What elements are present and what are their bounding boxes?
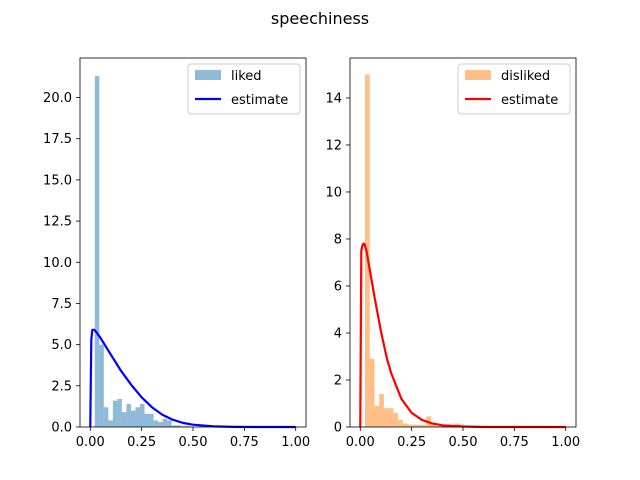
legend-label-estimate: estimate bbox=[231, 93, 288, 108]
histogram-bar bbox=[99, 344, 104, 427]
legend-label-histogram: liked bbox=[231, 69, 262, 84]
histogram-bar bbox=[126, 403, 131, 427]
x-tick-label: 0.75 bbox=[500, 435, 529, 450]
histogram-bar bbox=[431, 424, 436, 427]
x-tick-label: 1.00 bbox=[281, 435, 310, 450]
x-tick-label: 0.00 bbox=[76, 435, 105, 450]
y-tick-label: 6 bbox=[334, 279, 342, 294]
y-tick-label: 4 bbox=[334, 326, 342, 341]
y-tick-label: 15.0 bbox=[43, 173, 72, 188]
x-tick-label: 0.50 bbox=[449, 435, 478, 450]
y-tick-label: 10 bbox=[325, 185, 342, 200]
histogram-bar bbox=[412, 424, 417, 427]
histogram-bar bbox=[388, 408, 394, 427]
histogram-bar bbox=[162, 418, 168, 427]
histogram-bar bbox=[398, 419, 403, 427]
histogram-bar bbox=[185, 426, 190, 427]
y-tick-label: 12.5 bbox=[43, 215, 72, 230]
histogram-bar bbox=[94, 76, 100, 427]
x-tick-label: 1.00 bbox=[551, 435, 580, 450]
y-tick-label: 14 bbox=[325, 91, 342, 106]
y-tick-label: 17.5 bbox=[43, 132, 72, 147]
histogram-bar bbox=[402, 423, 408, 427]
legend: disliked estimate bbox=[457, 63, 571, 115]
histogram-bar bbox=[171, 425, 177, 427]
y-tick-label: 0 bbox=[334, 421, 342, 436]
y-tick-label: 20.0 bbox=[43, 91, 72, 106]
y-tick-label: 7.5 bbox=[51, 297, 72, 312]
x-tick-label: 0.00 bbox=[346, 435, 375, 450]
y-tick-label: 0.0 bbox=[51, 421, 72, 436]
histogram-bar bbox=[180, 426, 186, 427]
histogram-bar bbox=[117, 398, 122, 427]
panel-1: 0.00 0.25 0.50 0.75 1.00 0.0 2.5 5.0 7.5 10.0 12.5… bbox=[43, 57, 310, 450]
chart-title: speechiness bbox=[271, 9, 369, 28]
legend: liked estimate bbox=[187, 63, 301, 115]
histogram-bar bbox=[103, 407, 109, 427]
histogram-bar bbox=[108, 420, 113, 427]
legend-label-estimate: estimate bbox=[501, 93, 558, 108]
histogram-bar bbox=[153, 420, 159, 427]
histogram-bar bbox=[112, 400, 118, 427]
legend-swatch-histogram bbox=[195, 70, 221, 80]
y-tick-label: 12 bbox=[325, 138, 342, 153]
x-tick-label: 0.75 bbox=[230, 435, 259, 450]
x-tick-label: 0.25 bbox=[127, 435, 156, 450]
histogram-bar bbox=[130, 410, 136, 427]
legend-swatch-histogram bbox=[465, 70, 491, 80]
histogram-bar bbox=[416, 424, 422, 427]
histogram-bar bbox=[158, 422, 163, 427]
y-tick-label: 5.0 bbox=[51, 338, 72, 353]
histogram-bar bbox=[421, 424, 427, 427]
histogram-bar bbox=[369, 358, 375, 427]
estimate-line bbox=[359, 242, 566, 429]
histogram-bar bbox=[383, 408, 389, 427]
y-tick-label: 2 bbox=[334, 373, 342, 388]
histogram-bar bbox=[144, 413, 150, 427]
panel-2: 0.00 0.25 0.50 0.75 1.00 0 2 4 6 8 10 12 14 disliked e… bbox=[325, 57, 580, 450]
histogram-bar bbox=[167, 420, 172, 427]
estimate-line bbox=[89, 328, 296, 429]
histogram-bar bbox=[393, 412, 399, 427]
histogram-bar bbox=[149, 413, 154, 427]
histogram-bar bbox=[435, 425, 441, 427]
histogram-bar bbox=[135, 407, 140, 427]
histogram-bar bbox=[176, 425, 181, 427]
x-tick-label: 0.25 bbox=[397, 435, 426, 450]
y-tick-label: 10.0 bbox=[43, 256, 72, 271]
histogram-bar bbox=[374, 405, 380, 427]
histogram-bar bbox=[379, 394, 384, 427]
y-tick-label: 8 bbox=[334, 232, 342, 247]
y-tick-label: 2.5 bbox=[51, 379, 72, 394]
histogram-bar bbox=[121, 412, 127, 427]
histogram-bar bbox=[407, 424, 413, 427]
x-tick-label: 0.50 bbox=[179, 435, 208, 450]
histogram-bar bbox=[139, 403, 145, 427]
legend-label-histogram: disliked bbox=[501, 69, 550, 84]
